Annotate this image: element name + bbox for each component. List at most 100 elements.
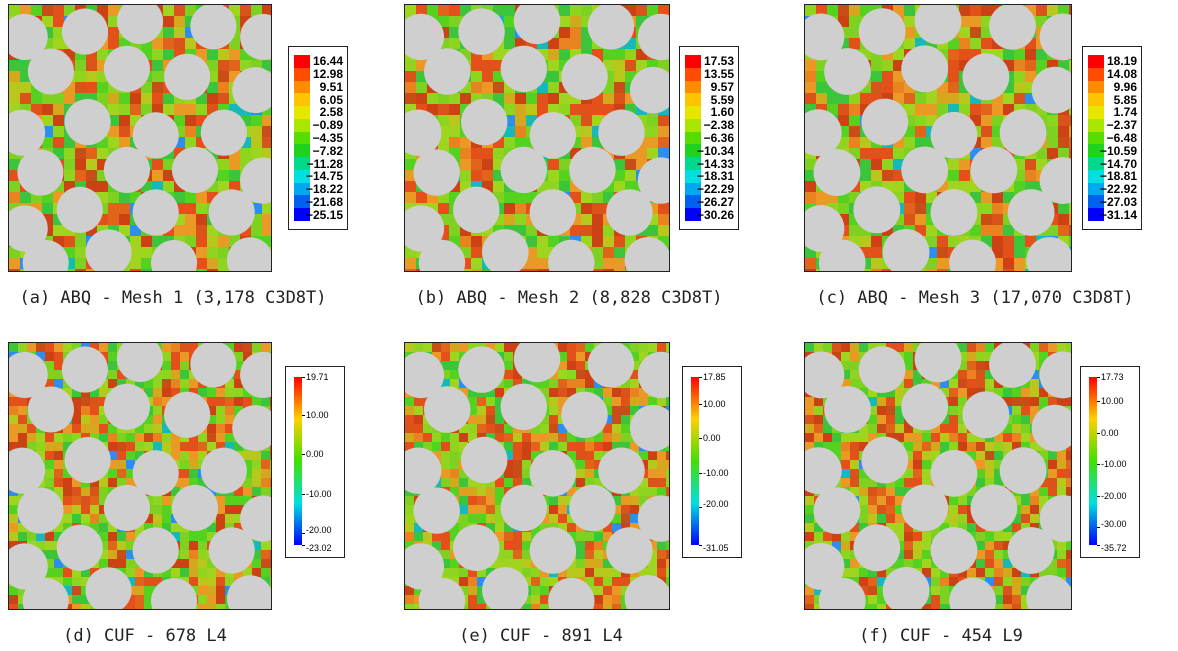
- color-legend: 18.19 14.08 9.96 5.85 1.74 −2.37 −6.48 −10.59 −1…: [1082, 46, 1142, 230]
- legend-label: −2.38: [703, 118, 734, 133]
- fiber: [813, 487, 861, 534]
- legend-label: 1.60: [710, 105, 734, 120]
- legend-label: −6.36: [703, 131, 734, 145]
- legend-band: [294, 208, 310, 222]
- legend-band: [685, 67, 701, 82]
- panel-caption: (c) ABQ - Mesh 3 (17,070 C3D8T): [816, 288, 1134, 308]
- legend-band: [1088, 55, 1104, 69]
- fiber: [132, 112, 179, 159]
- legend-label: −14.33: [696, 156, 734, 171]
- panel-caption: (e) CUF - 891 L4: [459, 626, 623, 646]
- legend-band: [1088, 118, 1104, 133]
- fiber: [901, 45, 949, 93]
- fiber: [858, 8, 906, 56]
- fiber: [482, 229, 529, 271]
- legend-tick: [699, 472, 702, 474]
- legend-label: 10.00: [703, 398, 726, 409]
- legend-band: [294, 195, 310, 209]
- legend-label: 18.19: [1106, 54, 1137, 69]
- legend-gradient: [294, 377, 302, 545]
- fiber: [132, 527, 179, 574]
- legend-label: 17.85: [703, 372, 726, 382]
- fiber: [513, 5, 561, 45]
- fiber: [930, 189, 978, 236]
- fiber: [805, 205, 845, 252]
- legend-label: 9.51: [319, 79, 343, 94]
- fiber: [132, 450, 179, 497]
- legend-tick: [1097, 495, 1100, 497]
- fiber: [949, 239, 996, 271]
- fiber: [232, 67, 271, 114]
- fiber: [529, 112, 577, 159]
- fiber: [85, 567, 132, 609]
- fiber: [813, 149, 861, 196]
- fiber: [861, 98, 909, 146]
- fiber: [56, 524, 103, 571]
- fiber: [208, 527, 255, 574]
- fiber: [513, 343, 561, 383]
- color-legend: 17.85 10.00 0.00 -10.00 -20.00 -31.05: [682, 366, 742, 558]
- fiber: [569, 484, 616, 532]
- fiber: [629, 66, 669, 114]
- fiber: [240, 351, 271, 398]
- legend-label: −14.75: [305, 169, 343, 184]
- legend-band: [685, 55, 701, 69]
- legend-label: −6.48: [1106, 131, 1137, 145]
- contour-plot: [404, 4, 670, 272]
- legend-label: −0.89: [312, 118, 343, 133]
- fiber: [61, 346, 109, 393]
- fiber: [962, 391, 1010, 439]
- legend-tick: [1097, 527, 1100, 529]
- fiber: [240, 157, 271, 204]
- legend-label: 0.00: [306, 449, 324, 460]
- legend-band: [294, 55, 310, 69]
- fiber: [61, 8, 109, 55]
- legend-label: −26.27: [696, 194, 734, 209]
- legend-band: [1088, 208, 1104, 222]
- legend-band: [685, 157, 701, 171]
- fiber: [805, 447, 842, 495]
- panel-caption: (d) CUF - 678 L4: [63, 626, 227, 646]
- legend-label: −2.37: [1106, 118, 1137, 133]
- fiber: [598, 109, 645, 156]
- fiber: [56, 186, 103, 233]
- legend-band: [685, 131, 701, 145]
- legend-band: [685, 208, 701, 222]
- fiber: [103, 484, 150, 531]
- stress-field: [405, 343, 669, 609]
- fiber: [453, 186, 500, 234]
- legend-label: 16.44: [312, 54, 343, 69]
- legend-label: 0.00: [1101, 427, 1119, 438]
- fiber: [548, 239, 595, 271]
- legend-band: [294, 118, 310, 133]
- legend-band: [1088, 182, 1104, 196]
- fiber: [482, 567, 529, 609]
- fiber: [418, 577, 466, 609]
- fiber: [453, 524, 500, 572]
- legend-band: [685, 106, 701, 120]
- stress-field: [405, 5, 669, 271]
- fiber: [405, 351, 445, 399]
- fiber: [624, 237, 669, 271]
- fiber: [805, 109, 842, 157]
- legend-label: 5.59: [710, 92, 734, 107]
- fiber: [132, 189, 179, 236]
- legend-label: 0.00: [703, 433, 721, 444]
- fiber: [1039, 495, 1071, 542]
- fiber: [500, 383, 548, 431]
- fiber: [458, 346, 505, 393]
- fiber: [818, 577, 866, 609]
- legend-label: -23.02: [306, 543, 332, 553]
- legend-band: [1088, 67, 1104, 82]
- legend-label: -10.00: [703, 467, 729, 478]
- fiber: [1031, 66, 1071, 114]
- fiber: [1039, 157, 1071, 204]
- fiber: [818, 239, 866, 271]
- color-legend: 19.71 10.00 0.00 -10.00 -20.00 -23.02: [285, 366, 345, 558]
- fiber: [805, 543, 845, 590]
- fiber: [413, 487, 460, 534]
- legend-band: [294, 169, 310, 184]
- fiber: [17, 487, 64, 534]
- fiber: [171, 146, 219, 193]
- legend-band: [294, 131, 310, 145]
